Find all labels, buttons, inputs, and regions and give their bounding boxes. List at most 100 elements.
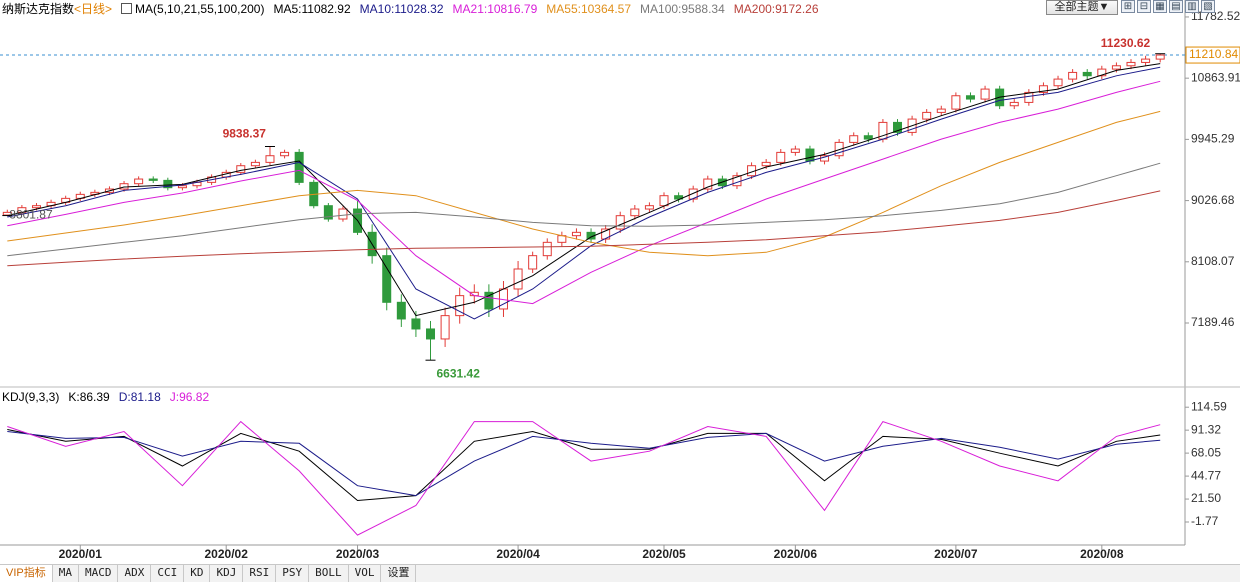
chart: 11782.5210863.919945.299026.688108.07718… — [0, 0, 1240, 561]
legend-value: 81.18 — [130, 390, 161, 404]
tab[interactable]: KD — [184, 565, 211, 582]
candle-body — [674, 195, 684, 200]
candle-body — [1155, 54, 1165, 60]
candle-body — [411, 318, 421, 330]
candle-body — [805, 148, 815, 162]
legend-entry: J:96.82 — [170, 390, 209, 404]
legend-name: MA10: — [359, 1, 395, 16]
tab[interactable]: MACD — [79, 565, 119, 582]
legend-entry: MA21:10816.79 — [453, 2, 538, 16]
layout-icon[interactable]: ▥ — [1185, 0, 1199, 13]
zoom-in-icon[interactable]: ⊞ — [1121, 0, 1135, 13]
candle-body — [280, 151, 290, 157]
legend-name: MA200: — [733, 1, 776, 16]
candle-body — [951, 95, 961, 110]
legend-name: MA21: — [452, 1, 488, 16]
checkbox-icon[interactable] — [121, 2, 133, 14]
legend-name: J: — [169, 390, 180, 404]
legend-value: 96.82 — [179, 390, 210, 404]
candle-body — [134, 178, 144, 185]
candle-body — [396, 301, 406, 320]
x-tick-label: 2020/02 — [205, 547, 249, 561]
toolbar-icons: ⊞ ⊟ ▦ ▤ ▥ ▧ — [1121, 0, 1215, 13]
x-tick-label: 2020/04 — [496, 547, 540, 561]
candle-body — [761, 161, 771, 167]
legend-entry: D:81.18 — [119, 390, 161, 404]
zoom-out-icon[interactable]: ⊟ — [1137, 0, 1151, 13]
candle-body — [542, 241, 552, 257]
price-tag — [1185, 46, 1240, 64]
candle-body — [1126, 61, 1136, 67]
candle-body — [2, 211, 12, 216]
candle-body — [863, 135, 873, 140]
x-tick-label: 2020/07 — [934, 547, 978, 561]
ma-line — [7, 429, 1161, 502]
candle-body — [630, 208, 640, 217]
candle-body — [834, 141, 844, 157]
legend-entry: MA5:11082.92 — [273, 2, 350, 16]
tab[interactable]: RSI — [243, 565, 277, 582]
candle-body — [513, 268, 523, 290]
tab[interactable]: CCI — [151, 565, 185, 582]
candle-body — [893, 121, 903, 133]
ma-line — [7, 190, 1161, 267]
legend-value: 11028.32 — [394, 1, 444, 16]
tab[interactable]: BOLL — [309, 565, 349, 582]
candle-body — [1111, 65, 1121, 70]
candle-body — [644, 205, 654, 210]
layout-icon[interactable]: ▦ — [1153, 0, 1167, 13]
tab[interactable]: ADX — [118, 565, 152, 582]
y-tick-label: 9026.68 — [1191, 193, 1235, 207]
layout-icon[interactable]: ▧ — [1201, 0, 1215, 13]
legend-value: 9172.26 — [775, 1, 819, 16]
candle-body — [426, 328, 436, 340]
candle-body — [31, 205, 41, 209]
x-tick-label: 2020/08 — [1080, 547, 1124, 561]
legend-entry: K:86.39 — [68, 390, 109, 404]
ma-line — [7, 431, 1161, 497]
layout-icon[interactable]: ▤ — [1169, 0, 1183, 13]
y-tick-label: 7189.46 — [1191, 315, 1235, 329]
candle-body — [265, 155, 275, 163]
chart-title: 纳斯达克指数 — [2, 2, 75, 16]
high-label: 11230.62 — [1101, 36, 1151, 50]
legend-value: 11082.92 — [301, 1, 351, 16]
candle-body — [250, 161, 260, 167]
candle-body — [703, 178, 713, 190]
candle-body — [236, 165, 246, 173]
ma-line — [7, 63, 1161, 317]
legend-value: 10364.57 — [580, 1, 632, 16]
legend-entry: MA10:11028.32 — [360, 2, 444, 16]
tab[interactable]: KDJ — [210, 565, 244, 582]
indicator-tabs: VIP指标 MA MACD ADX CCI KD KDJ RSI PSY BOLL VOL 设置 — [0, 564, 1240, 582]
y-tick-label: 9945.29 — [1191, 132, 1235, 146]
price-tag-label: 11210.84 — [1189, 47, 1238, 61]
x-tick-label: 2020/05 — [642, 547, 686, 561]
indicator-label: MA(5,10,21,55,100,200) — [135, 1, 265, 16]
price-legend: 纳斯达克指数 <日线> MA(5,10,21,55,100,200) MA5:1… — [2, 0, 819, 17]
theme-button[interactable]: 全部主题▼ — [1046, 0, 1118, 15]
y-tick-label: 114.59 — [1191, 399, 1227, 413]
tab[interactable]: VIP指标 — [0, 565, 53, 582]
candle-body — [571, 231, 581, 237]
candle-body — [922, 111, 932, 120]
y-tick-label: 91.32 — [1191, 422, 1221, 436]
tab[interactable]: 设置 — [381, 565, 417, 582]
candle-body — [484, 291, 494, 310]
candle-body — [1097, 68, 1107, 77]
ma-line — [7, 162, 1161, 257]
candle-body — [1053, 78, 1063, 87]
x-tick-label: 2020/03 — [336, 547, 380, 561]
candle-body — [163, 179, 173, 189]
candle-body — [1068, 71, 1078, 80]
low-label: 6631.42 — [437, 366, 481, 380]
candle-body — [323, 205, 333, 220]
y-tick-label: 8108.07 — [1191, 254, 1235, 268]
y-tick-label: 68.05 — [1191, 445, 1221, 459]
candle-body — [659, 195, 669, 207]
tab[interactable]: PSY — [276, 565, 310, 582]
tab[interactable]: MA — [53, 565, 79, 582]
indicator: MA(5,10,21,55,100,200) — [121, 2, 264, 16]
tab[interactable]: VOL — [349, 565, 382, 582]
candle-body — [1038, 85, 1048, 93]
